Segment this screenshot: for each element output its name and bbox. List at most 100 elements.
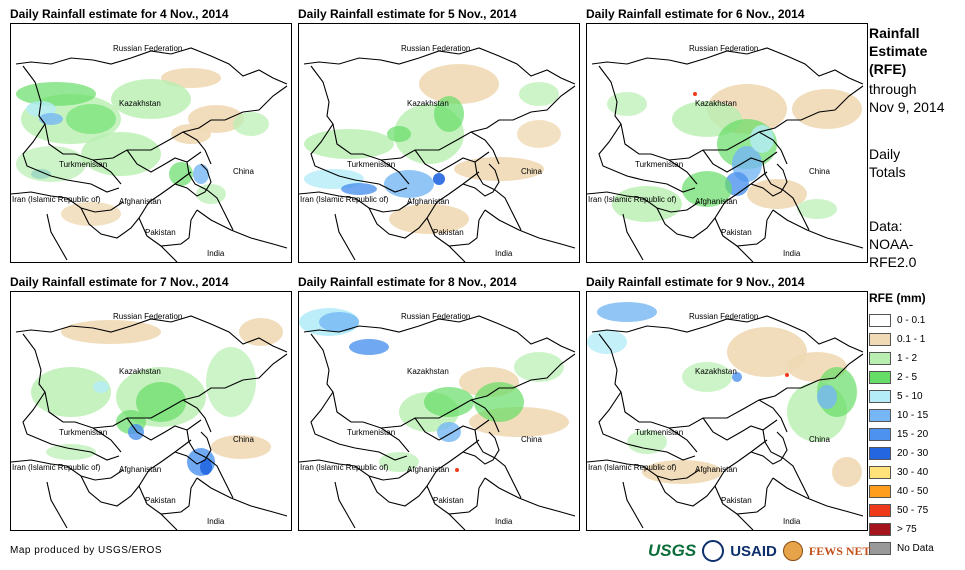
rainfall-area: [111, 79, 191, 119]
legend-item: 1 - 2: [869, 349, 934, 368]
country-label-kazakhstan: Kazakhstan: [407, 99, 449, 108]
rainfall-area: [797, 199, 837, 219]
country-label-kazakhstan: Kazakhstan: [695, 99, 737, 108]
border-line: [622, 213, 644, 261]
border-line: [426, 209, 486, 247]
country-label-india: India: [207, 517, 225, 526]
country-label-turkmenistan: Turkmenistan: [635, 428, 683, 437]
border-line: [448, 245, 466, 262]
legend-swatch: [869, 371, 891, 384]
country-label-russia: Russian Federation: [689, 312, 758, 321]
rainfall-area: [682, 362, 732, 392]
country-label-india: India: [207, 249, 225, 258]
border-line: [138, 209, 198, 247]
country-label-china: China: [233, 167, 254, 176]
rainfall-area: [341, 183, 377, 195]
rainfall-area: [26, 101, 56, 117]
totals-line2: Totals: [869, 164, 906, 180]
legend-item: 2 - 5: [869, 368, 934, 387]
border-line: [598, 391, 696, 461]
panel-title: Daily Rainfall estimate for 4 Nov., 2014: [10, 7, 229, 21]
rainfall-map: Russian Federation Kazakhstan Turkmenistan…: [10, 23, 292, 263]
country-label-india: India: [783, 517, 801, 526]
border-line: [222, 477, 234, 499]
panel-title: Daily Rainfall estimate for 7 Nov., 2014: [10, 275, 229, 289]
data-source-line3: RFE2.0: [869, 254, 917, 270]
rainfall-area: [211, 435, 271, 459]
rainfall-map: Russian Federation Kazakhstan Turkmenistan…: [298, 291, 580, 531]
country-label-pakistan: Pakistan: [145, 496, 176, 505]
border-line: [762, 429, 800, 479]
border-line: [138, 477, 198, 515]
country-label-afghanistan: Afghanistan: [119, 197, 161, 206]
country-label-iran: Iran (Islamic Republic of): [12, 195, 101, 204]
fews-globe-icon: [782, 541, 803, 561]
border-line: [92, 427, 122, 453]
rfe-title-line2: Estimate: [869, 43, 928, 59]
border-line: [772, 477, 864, 517]
border-line: [750, 431, 788, 465]
rainfall-area: [612, 186, 682, 222]
rainfall-area: [832, 457, 862, 487]
panel-title: Daily Rainfall estimate for 6 Nov., 2014: [586, 7, 805, 21]
rainfall-area: [128, 424, 144, 440]
legend-label: 15 - 20: [897, 429, 929, 440]
rainfall-area: [93, 381, 109, 393]
rainfall-area: [682, 171, 732, 207]
border-line: [380, 159, 410, 185]
rainfall-areas: [299, 308, 569, 472]
usaid-seal-icon: [702, 540, 725, 562]
border-line: [11, 191, 124, 213]
border-line: [736, 245, 754, 262]
legend: 0 - 0.1 0.1 - 1 1 - 2 2 - 5 5 - 10 10 - 15 15 …: [869, 311, 934, 558]
border-line: [310, 123, 408, 193]
country-label-pakistan: Pakistan: [433, 228, 464, 237]
rainfall-area: [750, 125, 774, 153]
country-label-china: China: [233, 435, 254, 444]
legend-label: 0.1 - 1: [897, 334, 926, 345]
legend-swatch: [869, 466, 891, 479]
rainfall-area: [304, 169, 364, 189]
country-label-india: India: [495, 517, 513, 526]
rainfall-area: [693, 92, 697, 96]
legend-label: 5 - 10: [897, 391, 923, 402]
border-line: [484, 209, 576, 249]
legend-swatch: [869, 352, 891, 365]
border-line: [160, 245, 178, 262]
country-label-pakistan: Pakistan: [721, 228, 752, 237]
country-label-turkmenistan: Turkmenistan: [59, 428, 107, 437]
rainfall-area: [519, 82, 559, 106]
country-label-turkmenistan: Turkmenistan: [635, 160, 683, 169]
country-label-china: China: [809, 435, 830, 444]
rainfall-areas: [31, 318, 283, 476]
border-line: [310, 391, 408, 461]
rainfall-area: [424, 387, 474, 417]
country-label-kazakhstan: Kazakhstan: [695, 367, 737, 376]
legend-swatch: [869, 428, 891, 441]
country-label-kazakhstan: Kazakhstan: [119, 99, 161, 108]
border-line: [174, 163, 212, 197]
totals-line1: Daily: [869, 146, 901, 162]
rainfall-map: Russian Federation Kazakhstan Turkmenistan…: [586, 23, 868, 263]
rainfall-area: [16, 82, 96, 106]
panel-title: Daily Rainfall estimate for 5 Nov., 2014: [298, 7, 517, 21]
legend-label: 30 - 40: [897, 467, 929, 478]
border-line: [15, 315, 288, 353]
border-line: [426, 477, 486, 515]
rainfall-area: [517, 120, 561, 148]
border-line: [772, 209, 864, 249]
border-line: [222, 209, 234, 231]
country-label-turkmenistan: Turkmenistan: [59, 160, 107, 169]
rainfall-area: [597, 302, 657, 322]
legend-swatch: [869, 333, 891, 346]
rainfall-area: [46, 444, 96, 460]
border-line: [598, 123, 696, 193]
border-line: [750, 163, 788, 197]
rainfall-area: [387, 126, 411, 142]
border-line: [714, 209, 774, 247]
border-line: [174, 431, 212, 465]
rainfall-area: [16, 146, 86, 182]
legend-swatch: [869, 447, 891, 460]
border-line: [160, 513, 178, 530]
legend-label: 50 - 75: [897, 505, 929, 516]
